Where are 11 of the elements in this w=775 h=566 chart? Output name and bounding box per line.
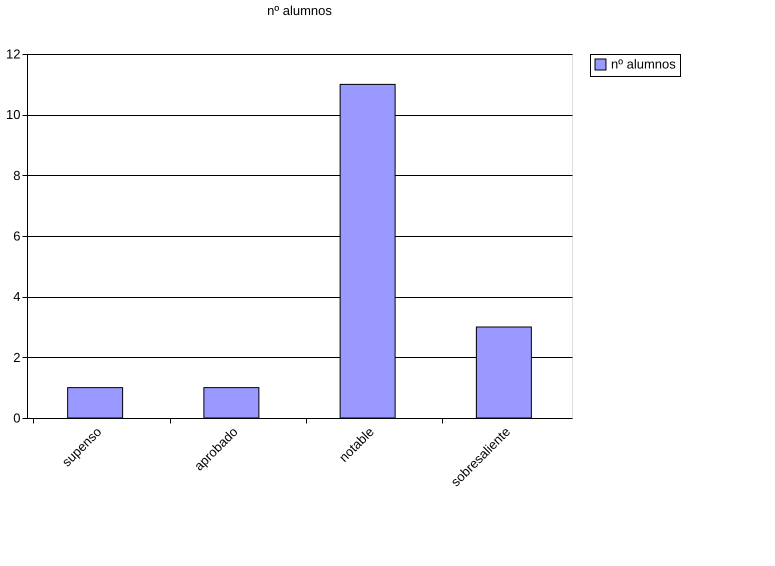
y-tick-label: 0 — [13, 410, 20, 426]
y-tick-label: 6 — [13, 228, 20, 244]
legend-label: nº alumnos — [611, 56, 676, 72]
y-tick-label: 8 — [13, 168, 20, 183]
y-tick-label: 10 — [6, 107, 20, 122]
bar — [203, 387, 260, 418]
y-tick-label: 12 — [6, 46, 20, 62]
y-tick-label: 4 — [13, 289, 20, 304]
bar — [67, 387, 124, 418]
y-tick-label: 2 — [13, 350, 20, 365]
chart-title: nº alumnos — [267, 3, 332, 18]
